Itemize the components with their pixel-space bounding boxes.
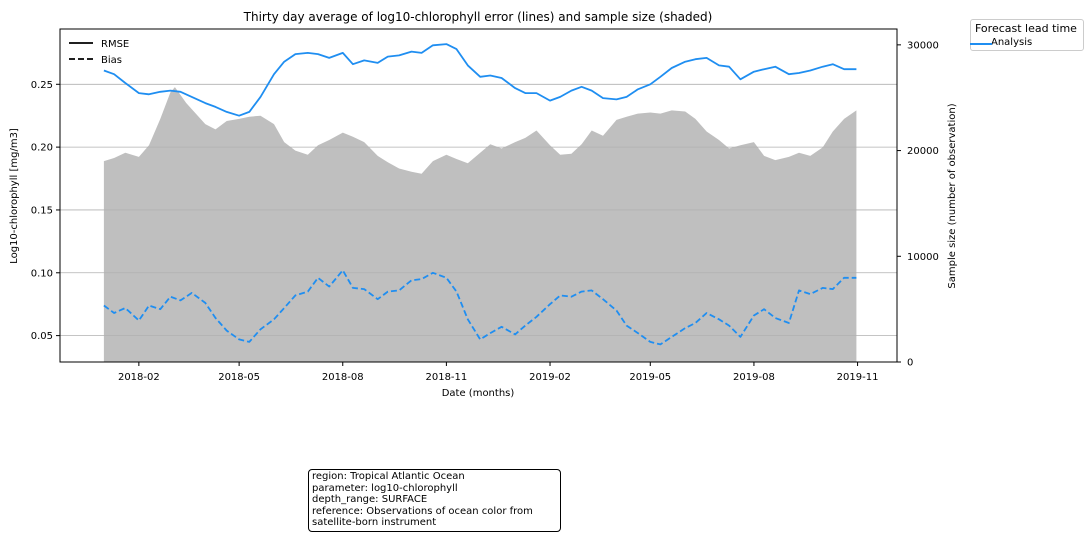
forecast-legend: Forecast lead time Analysis [970, 19, 1084, 51]
style-legend: RMSE Bias [69, 39, 129, 66]
x-tick-label: 2018-02 [118, 372, 160, 383]
legend-bias-label: Bias [101, 55, 122, 66]
y-right-tick-label: 30000 [907, 40, 939, 51]
chart-title: Thirty day average of log10-chlorophyll … [243, 10, 713, 24]
info-line: satellite-born instrument [312, 517, 437, 529]
x-tick-label: 2019-11 [837, 372, 879, 383]
x-tick-label: 2019-02 [529, 372, 571, 383]
analysis-swatch [970, 43, 992, 45]
y-axis-label: Log10-chlorophyll [mg/m3] [9, 128, 20, 264]
y-tick-label: 0.10 [31, 268, 53, 279]
info-line: reference: Observations of ocean color f… [312, 505, 533, 517]
y-tick-label: 0.25 [31, 80, 53, 91]
sample-size-area [103, 87, 857, 362]
y-tick-label: 0.05 [31, 331, 53, 342]
y-right-tick-label: 0 [907, 358, 913, 369]
y-right-tick-label: 20000 [907, 146, 939, 157]
tick-layer: 2018-02 2018-05 2018-08 2018-11 2019-02 2019-… [31, 40, 939, 383]
info-line: depth_range: SURFACE [312, 494, 428, 506]
y-right-axis-label: Sample size (number of observation) [947, 103, 958, 288]
x-tick-label: 2019-08 [733, 372, 775, 383]
y-tick-label: 0.20 [31, 143, 53, 154]
legend-rmse-label: RMSE [101, 39, 129, 50]
info-box: region: Tropical Atlantic Ocean paramete… [308, 469, 561, 532]
y-right-tick-label: 10000 [907, 252, 939, 263]
forecast-legend-title: Forecast lead time [975, 22, 1077, 35]
x-tick-label: 2018-08 [322, 372, 364, 383]
x-tick-label: 2019-05 [629, 372, 671, 383]
x-tick-label: 2018-05 [218, 372, 260, 383]
x-axis-label: Date (months) [442, 388, 515, 399]
grid-layer [60, 83, 897, 337]
info-line: parameter: log10-chlorophyll [312, 482, 458, 494]
plot-frame [59, 28, 898, 363]
bias-line [103, 269, 857, 346]
analysis-label: Analysis [991, 37, 1033, 48]
rmse-line [103, 43, 857, 117]
info-line: region: Tropical Atlantic Ocean [312, 471, 465, 482]
y-tick-label: 0.15 [31, 205, 53, 216]
series-layer [103, 43, 857, 346]
x-tick-label: 2018-11 [425, 372, 467, 383]
sample-size-layer [103, 87, 857, 362]
forecast-legend-entry: Analysis [970, 37, 1033, 48]
